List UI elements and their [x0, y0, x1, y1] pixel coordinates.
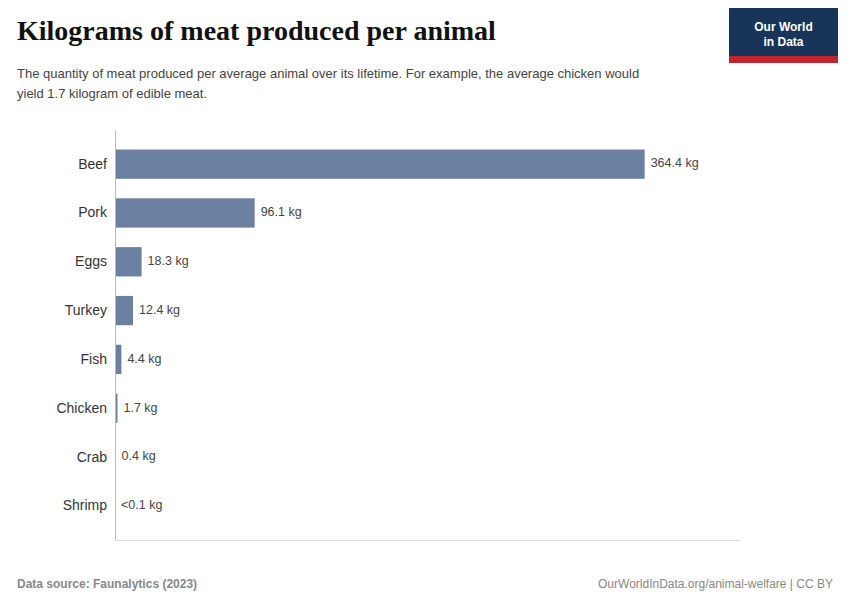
logo-text: in Data	[763, 35, 803, 49]
y-axis-line	[115, 131, 116, 541]
chart-container: Kilograms of meat produced per animal The…	[0, 0, 850, 600]
value-label: <0.1 kg	[121, 498, 162, 512]
value-label: 4.4 kg	[127, 352, 161, 366]
y-tick: Shrimp	[63, 497, 115, 513]
y-tick: Beef	[78, 156, 115, 172]
bar	[115, 296, 133, 325]
plot: 364.4 kg 96.1 kg 18.3 kg 12.4 kg 4.4 kg 1.7 k…	[56, 131, 740, 541]
value-label: 12.4 kg	[139, 303, 180, 317]
y-tick-label: Crab	[77, 449, 108, 465]
y-tick-label: Shrimp	[63, 497, 108, 513]
y-tick-label: Fish	[81, 351, 107, 367]
y-tick-label: Eggs	[75, 253, 107, 269]
value-labels: 364.4 kg 96.1 kg 18.3 kg 12.4 kg 4.4 kg 1.7 k…	[121, 156, 699, 512]
subtitle-line: yield 1.7 kilogram of edible meat.	[17, 86, 207, 101]
bars	[115, 150, 645, 521]
subtitle: The quantity of meat produced per averag…	[17, 66, 639, 101]
logo-stripe	[729, 56, 838, 63]
y-tick: Crab	[77, 449, 115, 465]
value-label: 0.4 kg	[122, 449, 156, 463]
x-axis-line	[116, 540, 741, 541]
y-tick: Pork	[78, 204, 115, 220]
y-tick-label: Beef	[78, 156, 107, 172]
value-label: 18.3 kg	[148, 254, 189, 268]
y-tick: Chicken	[56, 400, 115, 416]
logo-box	[729, 8, 838, 63]
subtitle-line: The quantity of meat produced per averag…	[17, 66, 639, 81]
value-label: 1.7 kg	[123, 401, 157, 415]
footer-url: OurWorldInData.org/animal-welfare | CC B…	[598, 577, 833, 591]
value-label: 96.1 kg	[261, 205, 302, 219]
y-tick-label: Turkey	[65, 302, 107, 318]
chart-svg: Kilograms of meat produced per animal The…	[0, 0, 850, 600]
title: Kilograms of meat produced per animal	[17, 15, 496, 46]
y-tick: Eggs	[75, 253, 115, 269]
bar	[115, 247, 142, 276]
y-tick: Fish	[81, 351, 115, 367]
logo: Our Worldin Data	[729, 8, 838, 63]
y-tick-label: Pork	[78, 204, 108, 220]
y-tick-label: Chicken	[56, 400, 107, 416]
bar	[115, 150, 645, 179]
bar	[115, 198, 255, 227]
value-label: 364.4 kg	[651, 156, 699, 170]
y-tick: Turkey	[65, 302, 115, 318]
x-axis	[116, 540, 741, 541]
y-axis: Beef Pork Eggs Turkey Fish Chicken Crab Shrimp	[56, 131, 115, 541]
footer-source: Data source: Faunalytics (2023)	[17, 577, 197, 591]
logo-text: Our World	[754, 20, 812, 34]
